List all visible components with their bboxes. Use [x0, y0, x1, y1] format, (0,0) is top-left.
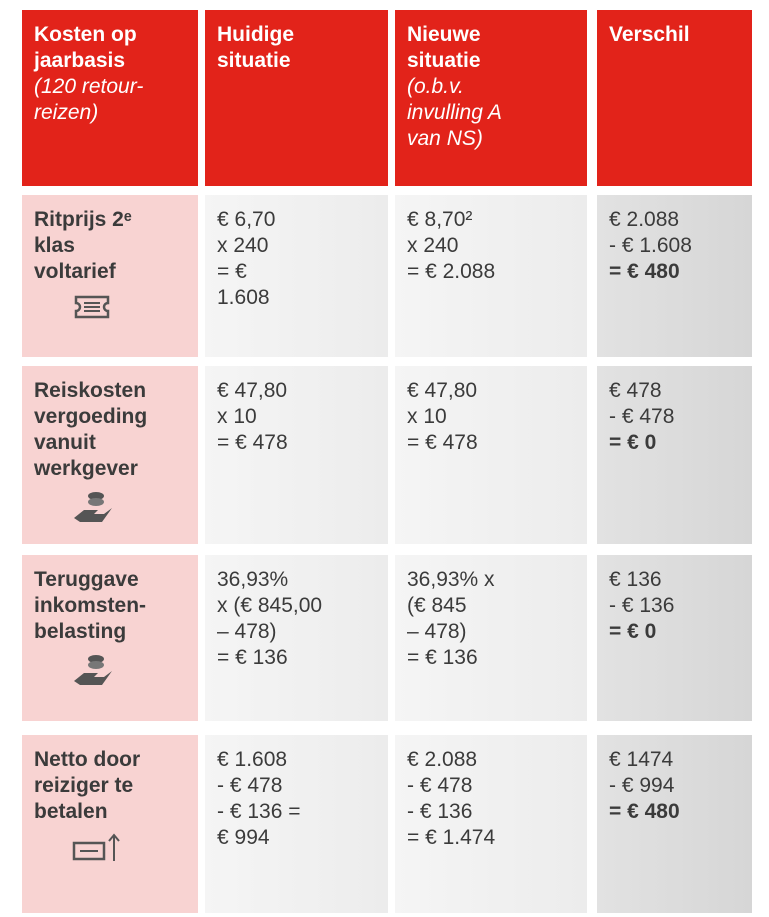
header-cell: Verschil [597, 10, 752, 186]
text-line: reizen) [34, 101, 99, 124]
text-line: € 8,70² [407, 208, 473, 231]
text-line: Reiskosten [34, 379, 147, 402]
hand-coins-icon [74, 492, 112, 522]
text-line: = € 0 [609, 620, 657, 643]
text-line: = € [217, 260, 247, 283]
text-line: Huidige [217, 23, 294, 46]
table-cell: € 1.608 - € 478 - € 136 = € 994 [205, 735, 388, 913]
table-cell: € 2.088 - € 478 - € 136 = € 1.474 [395, 735, 587, 913]
text-line: – 478) [217, 620, 277, 643]
header-cell: Huidige situatie [205, 10, 388, 186]
text-line: – 478) [407, 620, 467, 643]
header-cell: Kosten op jaarbasis (120 retour-reizen) [22, 10, 198, 186]
text-line: x 240 [217, 234, 269, 257]
text-line: - € 478 [217, 774, 283, 797]
text-line: € 1474 [609, 748, 674, 771]
text-line: situatie [217, 49, 291, 72]
text-line: van NS) [407, 127, 483, 150]
row-label: Netto door reiziger te betalen [22, 735, 198, 913]
text-line: - € 136 [407, 800, 473, 823]
text-line: - € 136 = [217, 800, 301, 823]
text-line: - € 994 [609, 774, 675, 797]
text-line: = € 480 [609, 800, 680, 823]
table-cell: € 8,70² x 240 = € 2.088 [395, 195, 587, 357]
payment-icon [72, 833, 120, 861]
text-line: 36,93% [217, 568, 289, 591]
text-line: Nieuwe [407, 23, 481, 46]
text-line: (€ 845 [407, 594, 467, 617]
text-line: - € 136 [609, 594, 675, 617]
text-line: (o.b.v. [407, 75, 464, 98]
text-line: x (€ 845,00 [217, 594, 323, 617]
table-cell: 36,93% x (€ 845 – 478) = € 136 [395, 555, 587, 721]
table-cell: € 6,70 x 240 = € 1.608 [205, 195, 388, 357]
table-cell: € 2.088 - € 1.608 = € 480 [597, 195, 752, 357]
text-line: € 2.088 [407, 748, 478, 771]
row-label: Ritprijs 2ᵉ klas voltarief [22, 195, 198, 357]
row-label: Teruggave inkomsten-belasting [22, 555, 198, 721]
text-line: - € 478 [407, 774, 473, 797]
hand-coins-icon [74, 655, 112, 685]
row-label: Reiskosten vergoeding vanuit werkgever [22, 366, 198, 544]
text-line: 36,93% x [407, 568, 495, 591]
text-line: - € 478 [609, 405, 675, 428]
text-line: = € 478 [217, 431, 288, 454]
text-line: = € 136 [217, 646, 288, 669]
text-line: situatie [407, 49, 481, 72]
text-line: € 478 [609, 379, 662, 402]
text-line: Kosten op [34, 23, 137, 46]
table-cell: € 1474 - € 994 = € 480 [597, 735, 752, 913]
text-line: reiziger te [34, 774, 134, 797]
text-line: x 10 [407, 405, 447, 428]
text-line: 1.608 [217, 286, 270, 309]
text-line: Ritprijs 2ᵉ [34, 208, 132, 231]
table-cell: 36,93% x (€ 845,00 – 478) = € 136 [205, 555, 388, 721]
text-line: vergoeding [34, 405, 148, 428]
text-line: werkgever [34, 457, 138, 480]
text-line: = € 480 [609, 260, 680, 283]
text-line: = € 1.474 [407, 826, 496, 849]
table-cell: € 478 - € 478 = € 0 [597, 366, 752, 544]
text-line: € 1.608 [217, 748, 288, 771]
ticket-icon [74, 295, 110, 319]
text-line: € 47,80 [217, 379, 288, 402]
text-line: Netto door [34, 748, 141, 771]
text-line: € 994 [217, 826, 270, 849]
text-line: x 240 [407, 234, 459, 257]
text-line: € 136 [609, 568, 662, 591]
text-line: belasting [34, 620, 127, 643]
table-cell: € 47,80 x 10 = € 478 [395, 366, 587, 544]
text-line: - € 1.608 [609, 234, 692, 257]
text-line: = € 136 [407, 646, 478, 669]
text-line: (120 retour- [34, 75, 144, 98]
text-line: betalen [34, 800, 108, 823]
text-line: Teruggave [34, 568, 139, 591]
text-line: = € 478 [407, 431, 478, 454]
text-line: = € 2.088 [407, 260, 496, 283]
text-line: Verschil [609, 23, 690, 46]
text-line: x 10 [217, 405, 257, 428]
text-line: = € 0 [609, 431, 657, 454]
text-line: klas [34, 234, 75, 257]
text-line: vanuit [34, 431, 96, 454]
text-line: voltarief [34, 260, 116, 283]
text-line: jaarbasis [34, 49, 126, 72]
text-line: € 6,70 [217, 208, 276, 231]
table-cell: € 136 - € 136 = € 0 [597, 555, 752, 721]
table-cell: € 47,80 x 10 = € 478 [205, 366, 388, 544]
text-line: € 2.088 [609, 208, 680, 231]
text-line: inkomsten- [34, 594, 147, 617]
header-cell: Nieuwe situatie (o.b.v. invulling A van NS) [395, 10, 587, 186]
text-line: invulling A [407, 101, 502, 124]
text-line: € 47,80 [407, 379, 478, 402]
